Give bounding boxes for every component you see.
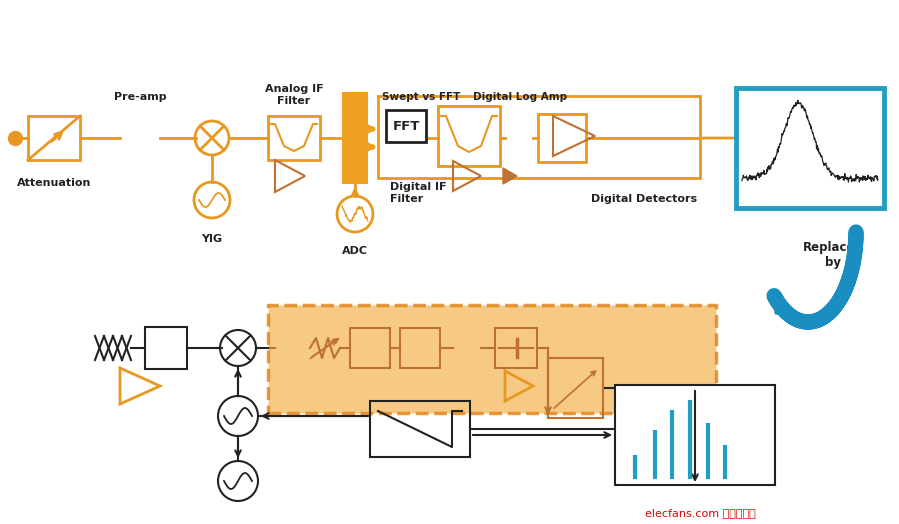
Text: Digital Log Amp: Digital Log Amp [473, 92, 567, 102]
Text: YIG: YIG [201, 234, 223, 244]
Bar [386, 110, 426, 142]
Bar [342, 92, 368, 184]
Text: Attenuation: Attenuation [17, 178, 91, 188]
Bar [438, 106, 500, 166]
Bar [495, 328, 537, 368]
Text: Pre-amp: Pre-amp [113, 92, 166, 102]
Text: FFT: FFT [392, 119, 420, 133]
Bar [548, 358, 603, 418]
Text: Swept vs FFT: Swept vs FFT [382, 92, 460, 102]
Bar [350, 328, 390, 368]
Text: Analog IF
Filter: Analog IF Filter [264, 84, 324, 106]
Bar [400, 328, 440, 368]
Text: Digital IF
Filter: Digital IF Filter [390, 182, 447, 204]
Bar [378, 96, 700, 178]
Bar [538, 114, 586, 162]
Bar [268, 116, 320, 160]
Bar [28, 116, 80, 160]
Bar [736, 88, 884, 208]
Bar [145, 327, 187, 369]
Polygon shape [503, 168, 517, 184]
Text: Digital Detectors: Digital Detectors [591, 194, 697, 204]
Bar [370, 401, 470, 457]
Text: elecfans.com 电子发烧友: elecfans.com 电子发烧友 [645, 508, 755, 518]
Bar [615, 385, 775, 485]
Text: ADC: ADC [342, 246, 368, 256]
Bar [268, 305, 716, 413]
Text: Replaced
by: Replaced by [803, 241, 863, 269]
